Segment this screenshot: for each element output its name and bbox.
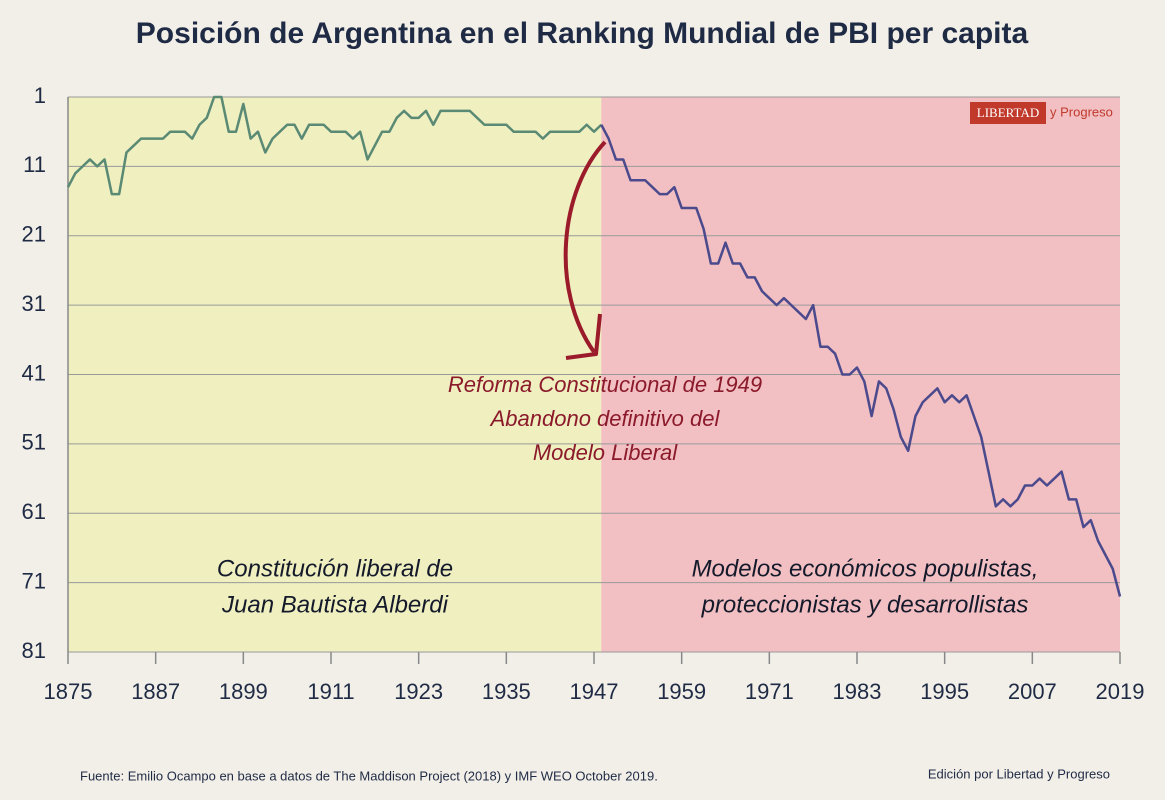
- source: Fuente: Emilio Ocampo en base a datos de…: [80, 768, 658, 783]
- annotation: Abandono definitivo del: [489, 406, 721, 431]
- arrow: [563, 140, 607, 354]
- y-tick-label: 41: [22, 360, 46, 385]
- region-label: Juan Bautista Alberdi: [221, 591, 449, 618]
- y-tick-label: 81: [22, 638, 46, 663]
- y-tick-label: 31: [22, 291, 46, 316]
- edition: Edición por Libertad y Progreso: [928, 766, 1110, 781]
- region-label: Modelos económicos populistas,: [692, 555, 1039, 582]
- y-tick-label: 61: [22, 499, 46, 524]
- x-tick-label: 1983: [833, 679, 882, 704]
- x-tick-label: 1899: [219, 679, 268, 704]
- x-tick-label: 1911: [307, 679, 354, 704]
- x-tick-label: 2007: [1008, 679, 1057, 704]
- y-tick-label: 21: [22, 222, 46, 247]
- x-tick-label: 2019: [1096, 679, 1145, 704]
- y-tick-label: 1: [34, 83, 46, 108]
- annotation: Reforma Constitucional de 1949: [448, 372, 762, 397]
- line: [600, 124, 1122, 597]
- x-tick-label: 1947: [570, 679, 619, 704]
- y-tick-label: 51: [22, 430, 46, 455]
- annotation: Modelo Liberal: [533, 440, 678, 465]
- x-tick-label: 1875: [44, 679, 93, 704]
- y-tick-label: 11: [23, 152, 46, 177]
- region-label: Constitución liberal de: [217, 555, 453, 582]
- logo: y Progreso: [1050, 104, 1113, 119]
- x-tick-label: 1959: [657, 679, 706, 704]
- region-label: proteccionistas y desarrollistas: [701, 591, 1029, 618]
- x-tick-label: 1935: [482, 679, 531, 704]
- x-tick-label: 1995: [920, 679, 969, 704]
- y-tick-label: 71: [22, 568, 46, 593]
- x-tick-label: 1923: [394, 679, 443, 704]
- arrowhead: [565, 313, 602, 360]
- x-tick-label: 1887: [131, 679, 180, 704]
- chart-title: Posición de Argentina en el Ranking Mund…: [136, 17, 1029, 50]
- logo-box: [970, 102, 1046, 124]
- x-tick-label: 1971: [745, 679, 794, 704]
- line: [66, 95, 603, 196]
- logo: LIBERTAD: [977, 105, 1039, 120]
